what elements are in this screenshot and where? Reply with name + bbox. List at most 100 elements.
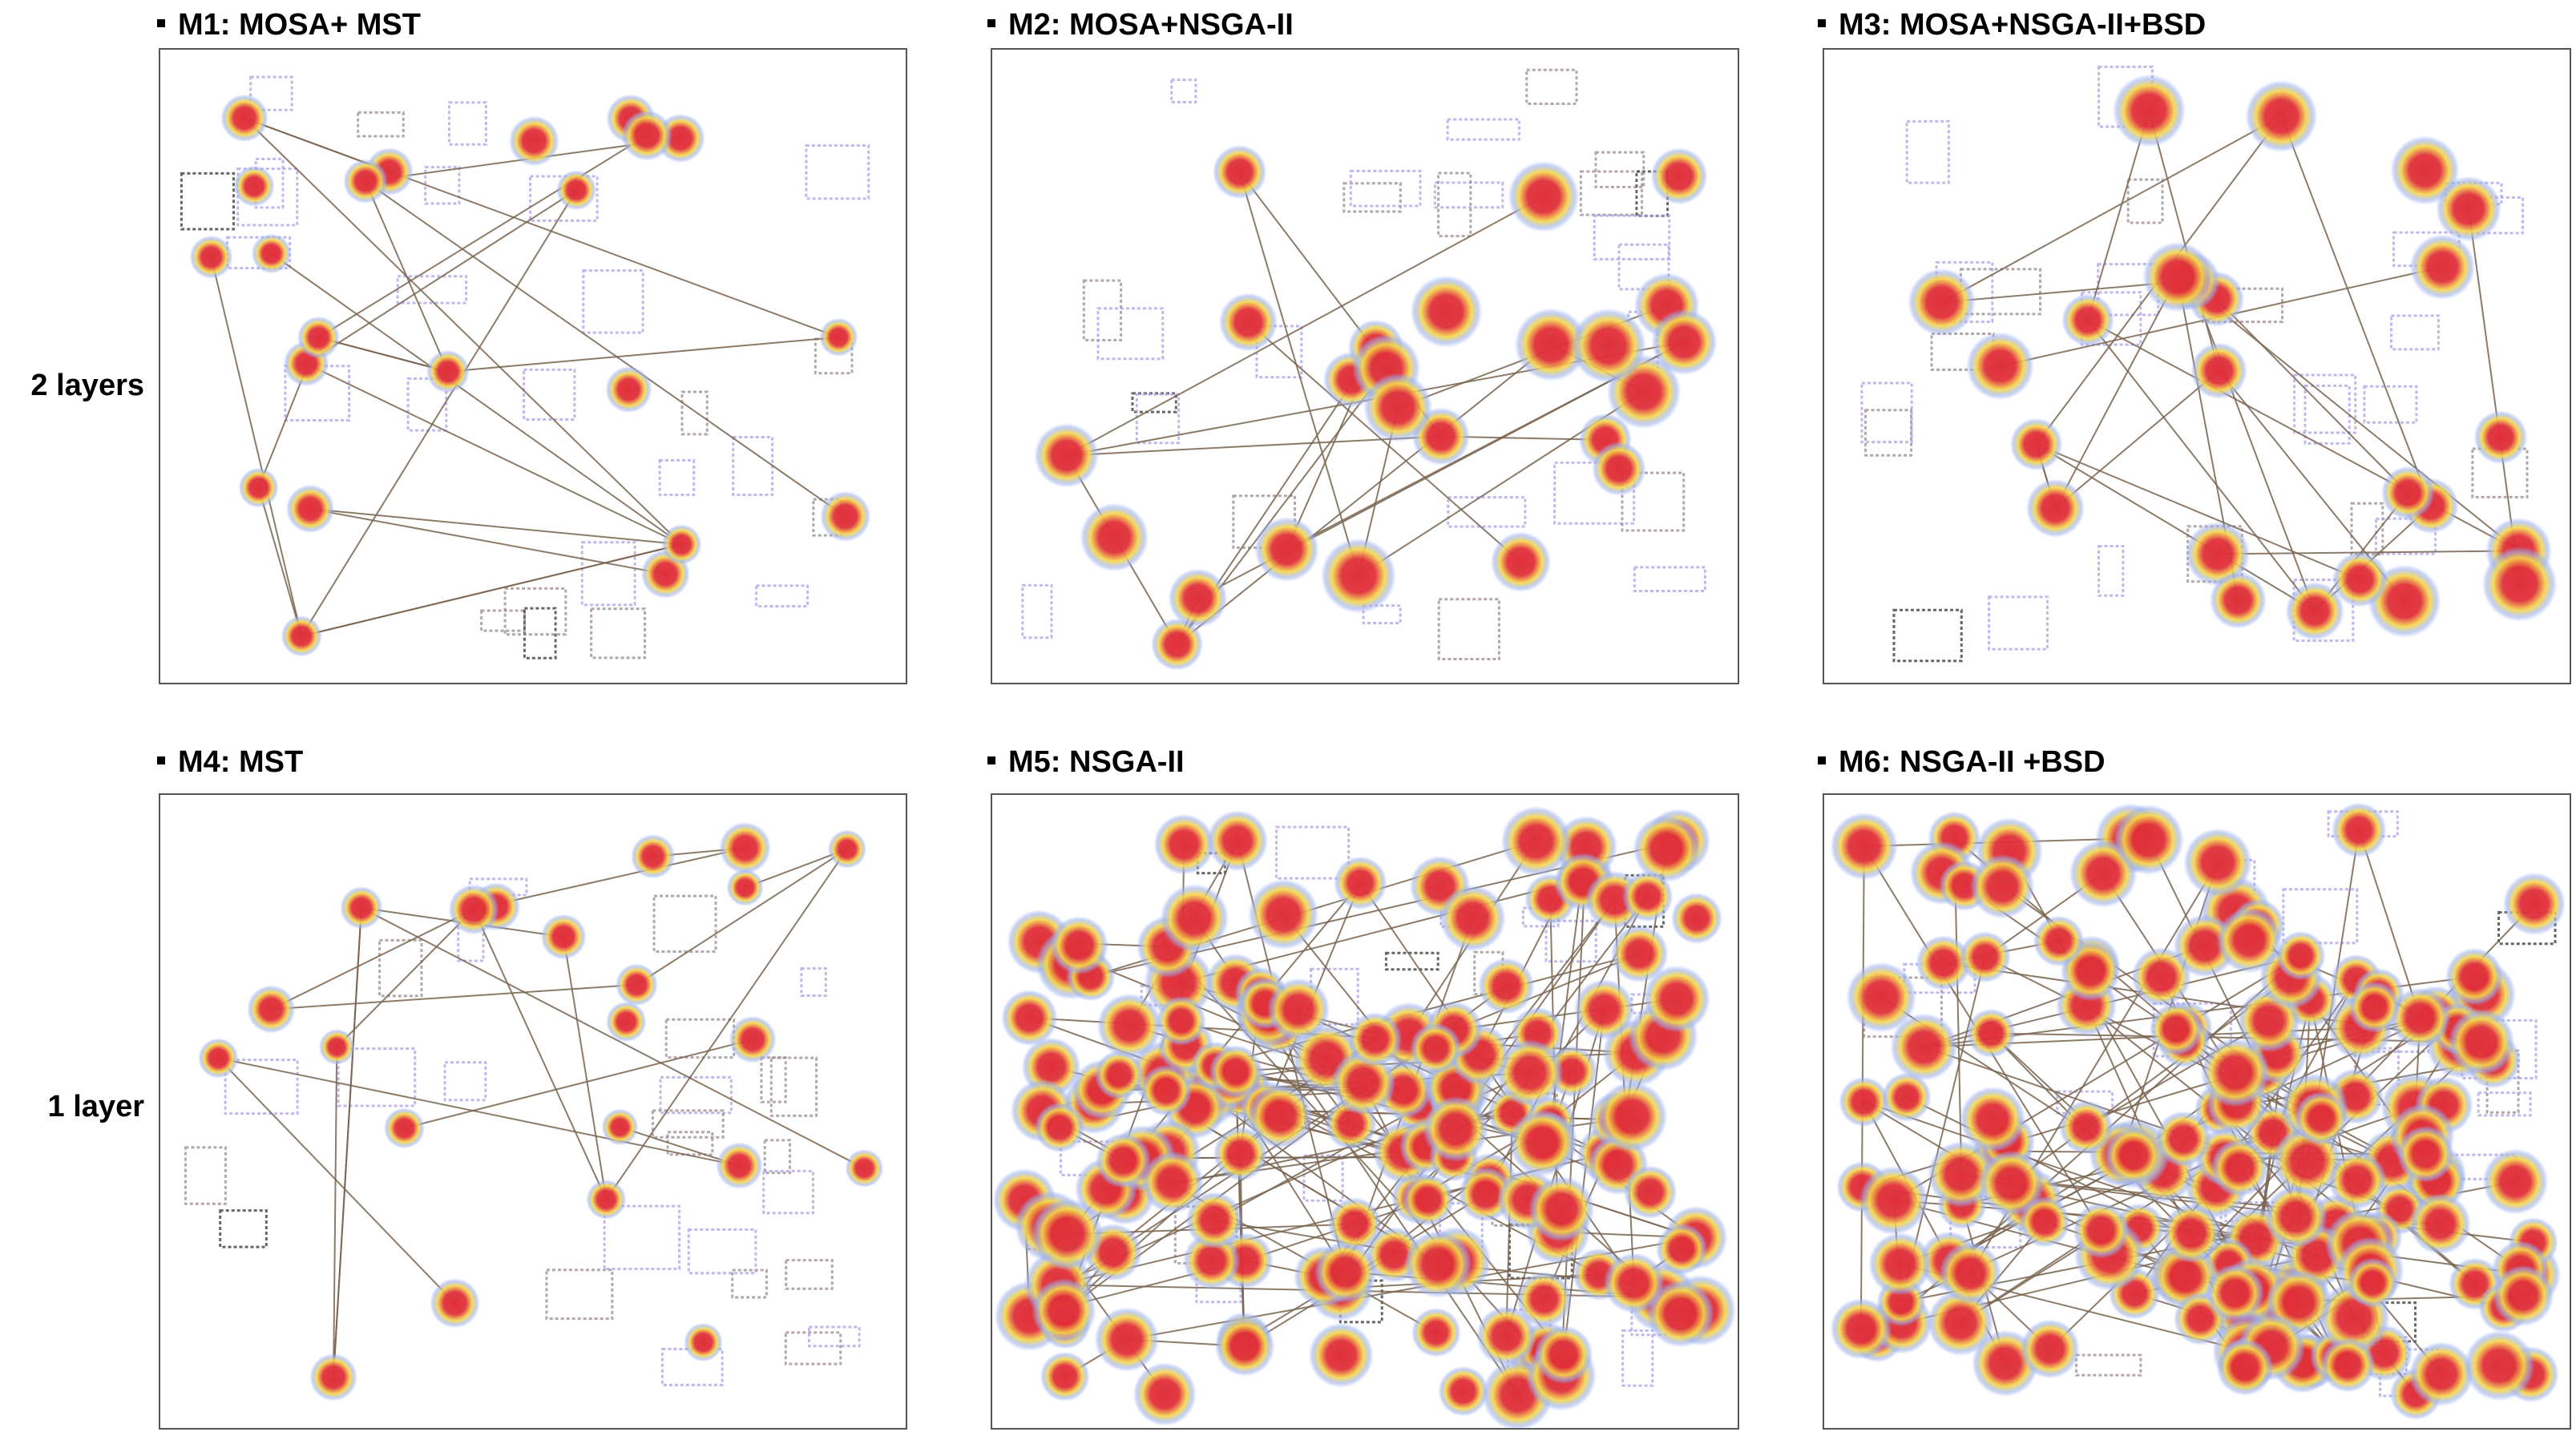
heatmap-layer (189, 94, 871, 657)
heat-spot (819, 317, 858, 357)
heat-spot (615, 963, 658, 1006)
connection-edge (318, 337, 449, 373)
heat-spot (1978, 1150, 2045, 1216)
heat-spot (1597, 1081, 1668, 1152)
layout-component (545, 1269, 614, 1321)
layout-component (1437, 171, 1472, 238)
heat-spot (2033, 915, 2085, 967)
heat-spot (726, 869, 764, 906)
connection-edge (301, 189, 577, 637)
heat-spot (1168, 568, 1228, 628)
connection-edge (336, 909, 474, 1048)
layout-component (480, 609, 526, 632)
heat-spot (1478, 958, 1535, 1014)
layout-component (1525, 68, 1578, 106)
layout-component (1594, 151, 1645, 188)
heat-spot (1080, 502, 1149, 572)
layout-component (2471, 447, 2529, 498)
layout-component (2477, 1091, 2532, 1117)
layout-component (396, 275, 468, 305)
layout-component (658, 458, 696, 497)
row-label-1-layer: 1 layer (47, 1090, 144, 1123)
heat-spot (1248, 1083, 1313, 1149)
connection-edge (270, 908, 474, 1010)
heat-spot (1183, 1232, 1241, 1290)
heat-spot (1403, 1230, 1472, 1298)
layout-component (666, 1131, 714, 1156)
heat-spot (189, 235, 233, 279)
heat-spot (430, 1277, 480, 1329)
heat-spot (1156, 995, 1206, 1047)
heat-spot (426, 349, 470, 393)
heat-spot (238, 467, 279, 508)
connection-edge (333, 1047, 338, 1377)
heat-spot (2131, 946, 2191, 1007)
heat-spot (1094, 1307, 1160, 1373)
heat-spot (2436, 175, 2502, 242)
heat-spot (729, 1015, 777, 1063)
heat-spot (2409, 1193, 2471, 1255)
layout-component (687, 1228, 757, 1275)
component-layer (184, 877, 861, 1386)
heat-spot (1646, 1280, 1714, 1348)
heat-spot (1476, 1305, 1536, 1366)
heat-spot (605, 366, 652, 413)
layout-component (443, 1061, 487, 1102)
layout-component (2126, 178, 2164, 224)
heat-spot (1959, 1086, 2026, 1153)
heat-spot (2320, 1337, 2376, 1393)
heat-spot (2380, 466, 2435, 520)
connection-edge (305, 189, 577, 365)
layout-component (785, 1259, 834, 1290)
heat-spot (2185, 522, 2251, 587)
heat-spot (2073, 1202, 2130, 1259)
heat-spot (297, 316, 340, 359)
heat-spot (1209, 1044, 1263, 1099)
row-label-2-layers: 2 layers (30, 369, 144, 402)
heat-spot (1830, 812, 1899, 881)
layout-component (2098, 544, 2125, 597)
heat-spot (251, 233, 292, 274)
layout-component (652, 894, 717, 954)
heat-spot (1049, 916, 1109, 975)
heat-spot (684, 1322, 723, 1362)
layout-component (755, 584, 810, 608)
connection-edge (301, 543, 682, 637)
heat-spot (586, 1179, 627, 1220)
heat-spot (1438, 1365, 1489, 1417)
heat-spot (1095, 1132, 1151, 1188)
heat-spot (621, 110, 672, 161)
layout-component (1343, 182, 1402, 213)
heat-spot (606, 1001, 647, 1043)
layout-component (1384, 951, 1439, 971)
heat-spot (1423, 1095, 1489, 1163)
layout-component (523, 368, 576, 421)
panel-m6 (1823, 793, 2571, 1430)
panel-title-m2: M2: MOSA+NSGA-II (987, 8, 1294, 42)
heat-spot (661, 524, 702, 565)
heatmap-layer (1908, 74, 2558, 641)
heat-spot (2009, 417, 2063, 471)
layout-component (1892, 608, 1963, 663)
heat-spot (1141, 1151, 1204, 1214)
layout-component (2075, 1353, 2142, 1377)
heat-spot (827, 829, 867, 869)
heat-spot (1621, 870, 1674, 922)
layout-component (2390, 314, 2440, 351)
heat-spot (2020, 1319, 2080, 1379)
layout-component (424, 166, 461, 205)
heat-spot (1670, 892, 1722, 944)
heatmap-layer (1034, 144, 1718, 671)
heat-spot (2059, 1100, 2114, 1155)
heat-spot (1247, 878, 1319, 950)
heat-spot (2389, 987, 2451, 1049)
heat-spot (2347, 1257, 2398, 1309)
panel-m3 (1823, 48, 2571, 684)
layout-component (651, 1109, 725, 1139)
heat-spot (820, 490, 871, 543)
layout-component (763, 1139, 791, 1175)
heat-spot (2445, 947, 2504, 1006)
heat-spot (1411, 1307, 1461, 1357)
layout-component (2485, 1049, 2520, 1114)
connection-layer (1941, 110, 2521, 612)
